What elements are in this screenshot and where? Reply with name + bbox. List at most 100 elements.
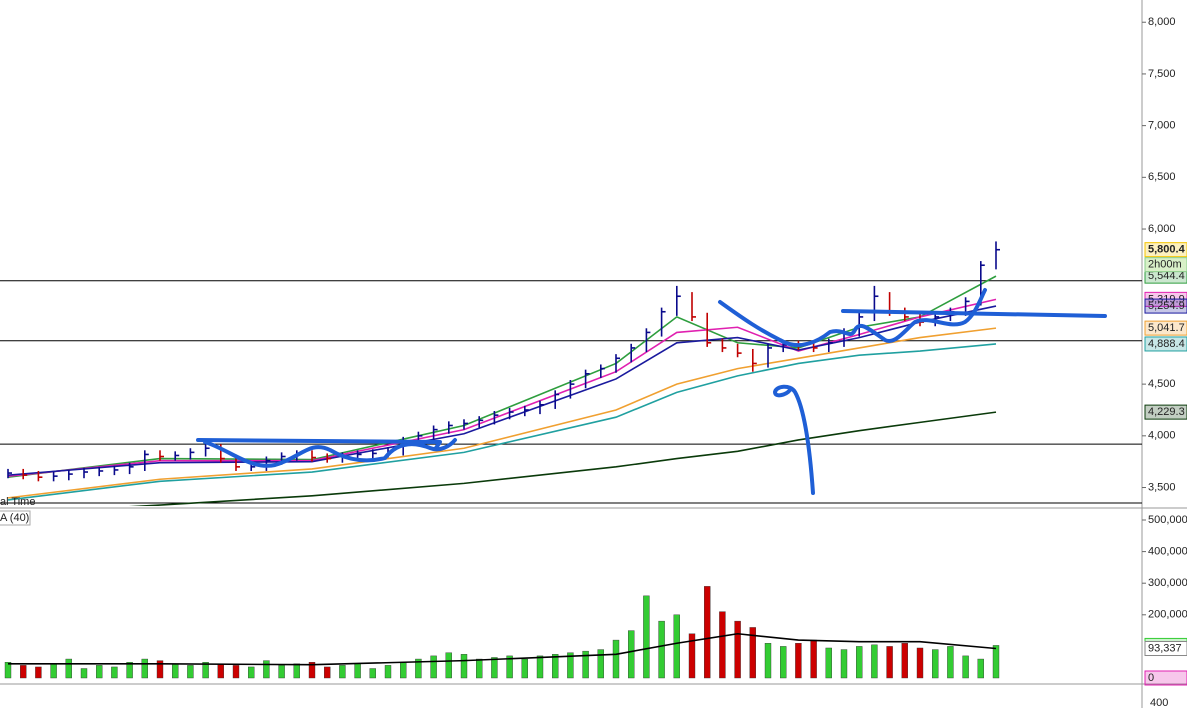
volume-bar (141, 658, 149, 679)
volume-bar (278, 665, 285, 679)
volume-bar (35, 666, 42, 679)
moving-average (7, 298, 997, 477)
annotations (196, 288, 1107, 495)
volume-bar (476, 658, 483, 679)
hand-drawing (718, 288, 987, 347)
y-tick-label: 7,500 (1148, 68, 1176, 80)
volume-bar (506, 655, 513, 679)
y-tick-label: 4,500 (1148, 378, 1176, 390)
value-label: 4,229.3 (1148, 406, 1185, 418)
volume-bar (688, 633, 696, 679)
hand-drawing (841, 309, 1107, 318)
volume-bar (673, 614, 680, 679)
moving-average (7, 305, 997, 476)
volume-bar (171, 663, 179, 679)
volume-bar (764, 643, 772, 679)
indicator-box (0, 510, 31, 526)
moving-average (7, 327, 997, 499)
value-box (1144, 298, 1187, 314)
volume-bar (293, 663, 300, 679)
y-tick-label: 400,000 (1148, 546, 1187, 558)
value-box (1144, 320, 1187, 336)
value-label: 5,254.9 (1148, 300, 1185, 312)
y-tick-label: 200,000 (1148, 609, 1187, 621)
y-tick-label: 4,000 (1148, 430, 1176, 442)
volume-bar (886, 646, 893, 679)
countdown-box (1144, 257, 1187, 273)
volume-bar (187, 665, 194, 679)
volume-bar (992, 645, 1000, 679)
moving-average (7, 275, 997, 478)
countdown: 2h00m (1148, 259, 1182, 271)
moving-average (7, 343, 997, 501)
y-tick-label: 8,000 (1148, 16, 1176, 28)
volume-bar (369, 668, 376, 679)
volume-bar (977, 658, 984, 679)
value-box (1144, 670, 1187, 686)
value-label: 5,544.4 (1148, 270, 1185, 282)
volume-bar (643, 595, 650, 679)
y-tick-label: 500,000 (1148, 514, 1187, 526)
volume-bar (658, 620, 665, 679)
volume-bar (491, 657, 498, 679)
hand-drawing (196, 438, 457, 468)
value-box (1144, 336, 1187, 352)
volume-bar (628, 630, 635, 679)
volume-bar (202, 662, 209, 679)
volume-bar (871, 644, 878, 679)
value-label: 4,888.4 (1148, 338, 1185, 350)
volume-bar (156, 660, 164, 679)
volume-bar (80, 668, 88, 679)
volume-bar (400, 662, 407, 679)
volume-bar (734, 620, 741, 679)
axis: 8,000 7,500 7,000 6,500 6,000 4,500 4,000 3,500… (1142, 16, 1187, 686)
volume-bar (415, 658, 422, 679)
y-tick-label: 300,000 (1148, 577, 1187, 589)
volume-bar (719, 611, 726, 679)
volume-bar (901, 643, 908, 679)
y-tick-label: 6,500 (1148, 171, 1176, 183)
volume-bar (445, 652, 452, 679)
volume-bar (4, 662, 12, 679)
volume-bar (126, 662, 133, 679)
volume-bar (232, 665, 240, 679)
indicator-label: A (40) (0, 512, 29, 524)
volume-bar (354, 663, 361, 679)
volume-bar (430, 655, 437, 679)
volume-bar (111, 666, 118, 679)
y-tick-label: 3,500 (1148, 481, 1176, 493)
volume-panel (4, 586, 1000, 679)
volume-bar (704, 586, 711, 679)
volume-bar (536, 655, 544, 679)
volume-bar (795, 643, 802, 679)
volume-bar (825, 647, 832, 679)
volume-bar (612, 639, 620, 679)
volume-bar (749, 627, 756, 679)
volume-bar (810, 639, 817, 679)
volume-bar (962, 655, 969, 679)
volume-bar (552, 654, 559, 679)
volume-bar (597, 649, 604, 679)
volume-bar (384, 665, 392, 679)
volume-bar (840, 649, 848, 679)
indicator-label: al Time (0, 496, 35, 508)
volume-bar (308, 662, 316, 679)
value-box (1144, 242, 1187, 258)
value-label: 93,337 (1148, 642, 1182, 654)
y-tick-label: 6,000 (1148, 223, 1176, 235)
y-tick-label: 7,000 (1148, 120, 1176, 132)
volume-bar (95, 665, 103, 679)
volume-bar (947, 646, 954, 679)
volume-bar (932, 649, 939, 679)
volume-bar (217, 663, 225, 679)
moving-average (128, 411, 997, 506)
moving-average (8, 632, 997, 666)
price-panel (0, 241, 1142, 506)
volume-bar (65, 658, 73, 679)
hand-drawing (773, 384, 815, 495)
value-box (1144, 404, 1187, 420)
value-label: 5,041.7 (1148, 322, 1185, 334)
volume-bar (856, 646, 863, 679)
volume-bar (263, 660, 270, 679)
